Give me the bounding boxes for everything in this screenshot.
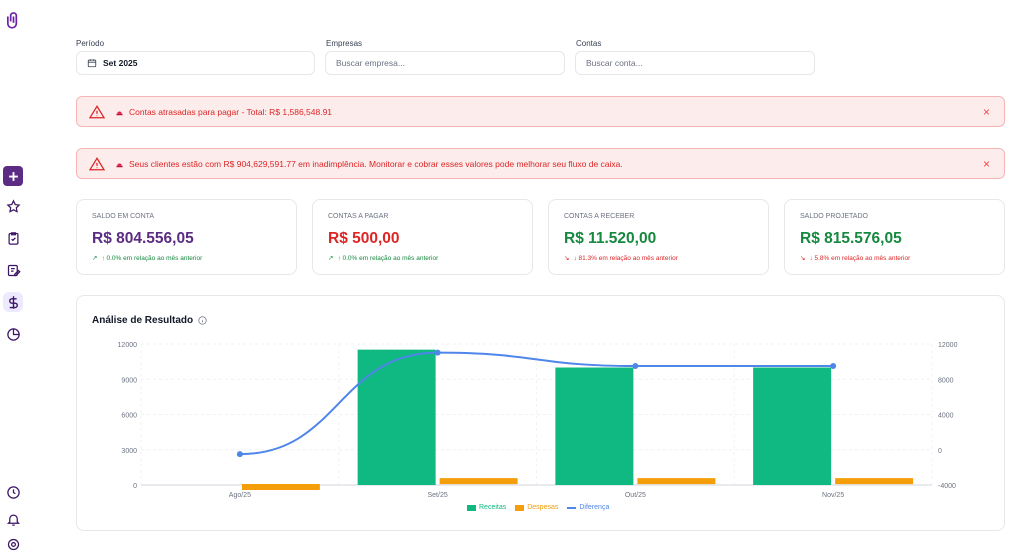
legend-item[interactable]: Receitas [467, 504, 506, 511]
bar-receitas [357, 349, 436, 485]
empresas-search-input[interactable]: Buscar empresa... [325, 51, 565, 75]
card-contas-a-receber: CONTAS A RECEBER R$ 11.520,00 ↘ ↓ 81.3% … [548, 199, 769, 275]
y-tick-left: 3000 [121, 448, 137, 455]
paperclip-logo-icon[interactable] [3, 10, 23, 30]
card-label: CONTAS A RECEBER [564, 213, 635, 220]
card-value: R$ 815.576,05 [800, 230, 902, 247]
card-value: R$ 500,00 [328, 230, 400, 247]
pie-chart-icon[interactable] [3, 324, 23, 344]
card-label: SALDO EM CONTA [92, 213, 155, 220]
legend-label: Diferença [579, 504, 610, 511]
y-tick-left: 12000 [118, 342, 138, 349]
trend-up-icon: ↗ [92, 255, 98, 262]
bar-receitas [555, 367, 634, 485]
card-contas-a-pagar: CONTAS A PAGAR R$ 500,00 ↗ ↑ 0.0% em rel… [312, 199, 533, 275]
card-trend-text: ↓ 81.3% em relação ao mês anterior [573, 254, 678, 262]
periodo-value: Set 2025 [103, 58, 138, 68]
bell-icon[interactable] [3, 509, 23, 529]
card-saldo-em-conta: SALDO EM CONTA R$ 804.556,05 ↗ ↑ 0.0% em… [76, 199, 297, 275]
close-alert-button[interactable]: × [982, 157, 990, 171]
alert-overdue-payables: Contas atrasadas para pagar - Total: R$ … [76, 96, 1005, 127]
chart-title-text: Análise de Resultado [92, 315, 194, 326]
x-tick-label: Set/25 [428, 492, 448, 499]
y-tick-right: 8000 [938, 377, 954, 384]
info-icon[interactable] [198, 316, 207, 325]
chart-legend: Receitas Despesas Diferença [467, 504, 609, 511]
calendar-icon [87, 59, 97, 68]
clipboard-check-icon[interactable] [3, 228, 23, 248]
line-diferenca [239, 351, 834, 456]
point-diferenca [434, 349, 441, 356]
settings-icon[interactable] [3, 534, 23, 554]
card-label: CONTAS A PAGAR [328, 213, 389, 220]
contas-placeholder: Buscar conta... [586, 58, 643, 68]
legend-swatch [567, 506, 577, 509]
warning-icon [89, 156, 105, 170]
trend-up-icon: ↗ [328, 255, 334, 262]
legend-swatch [467, 504, 476, 511]
siren-icon [116, 163, 123, 168]
card-saldo-projetado: SALDO PROJETADO R$ 815.576,05 ↘ ↓ 5.8% e… [784, 199, 1005, 275]
chart-analise-de-resultado: Análise de Resultado 12000 9000 6000 3000 0 1… [76, 295, 1005, 531]
close-alert-button[interactable]: × [982, 105, 990, 119]
bar-receitas [753, 367, 832, 485]
card-trend-text: ↑ 0.0% em relação ao mês anterior [101, 254, 203, 262]
trend-down-icon: ↘ [800, 255, 806, 262]
point-diferenca [830, 363, 837, 370]
alert-text: Seus clientes estão com R$ 904,629,591.7… [129, 158, 623, 169]
sidebar [0, 0, 26, 550]
edit-document-icon[interactable] [3, 260, 23, 280]
card-trend-text: ↓ 5.8% em relação ao mês anterior [809, 254, 911, 262]
warning-icon [89, 104, 105, 118]
empresas-placeholder: Buscar empresa... [336, 58, 405, 68]
bar-despesas [637, 478, 716, 485]
y-tick-left: 6000 [121, 413, 137, 420]
periodo-label: Período [76, 39, 105, 48]
legend-item[interactable]: Diferença [567, 504, 609, 511]
chart-title: Análise de Resultado [92, 315, 207, 326]
card-trend: ↘ ↓ 81.3% em relação ao mês anterior [564, 254, 678, 263]
y-tick-right: -4000 [938, 483, 956, 490]
y-tick-right: 0 [938, 448, 942, 455]
dollar-icon[interactable] [3, 292, 23, 312]
bar-despesas [835, 478, 914, 485]
legend-item[interactable]: Despesas [515, 504, 558, 511]
card-trend-text: ↑ 0.0% em relação ao mês anterior [337, 254, 439, 262]
card-label: SALDO PROJETADO [800, 213, 868, 220]
y-tick-left: 0 [133, 483, 137, 490]
x-tick-label: Ago/25 [229, 492, 251, 499]
card-value: R$ 804.556,05 [92, 230, 194, 247]
bar-despesas [439, 478, 518, 485]
y-tick-right: 12000 [938, 342, 958, 349]
alert-text: Contas atrasadas para pagar - Total: R$ … [129, 106, 333, 117]
x-tick-label: Out/25 [625, 492, 646, 499]
card-value: R$ 11.520,00 [564, 230, 657, 247]
legend-label: Receitas [479, 504, 507, 511]
star-icon[interactable] [3, 196, 23, 216]
y-tick-right: 4000 [938, 413, 954, 420]
card-trend: ↗ ↑ 0.0% em relação ao mês anterior [92, 254, 203, 263]
card-trend: ↘ ↓ 5.8% em relação ao mês anterior [800, 254, 911, 263]
chart-canvas: 12000 9000 6000 3000 0 12000 8000 4000 0 -4000 Ago… [118, 342, 958, 499]
alert-delinquency: Seus clientes estão com R$ 904,629,591.7… [76, 148, 1005, 179]
card-trend: ↗ ↑ 0.0% em relação ao mês anterior [328, 254, 439, 263]
add-icon[interactable] [3, 166, 23, 186]
bar-despesas [241, 484, 320, 490]
empresas-label: Empresas [326, 39, 363, 48]
clock-icon[interactable] [3, 482, 23, 502]
contas-label: Contas [576, 39, 602, 48]
periodo-select[interactable]: Set 2025 [76, 51, 315, 75]
legend-swatch [515, 504, 525, 511]
point-diferenca [236, 451, 243, 458]
contas-search-input[interactable]: Buscar conta... [575, 51, 815, 75]
trend-down-icon: ↘ [564, 255, 570, 262]
legend-label: Despesas [527, 504, 559, 511]
x-tick-label: Nov/25 [822, 492, 844, 499]
siren-icon [116, 111, 123, 116]
y-tick-left: 9000 [121, 377, 137, 384]
point-diferenca [632, 363, 639, 370]
